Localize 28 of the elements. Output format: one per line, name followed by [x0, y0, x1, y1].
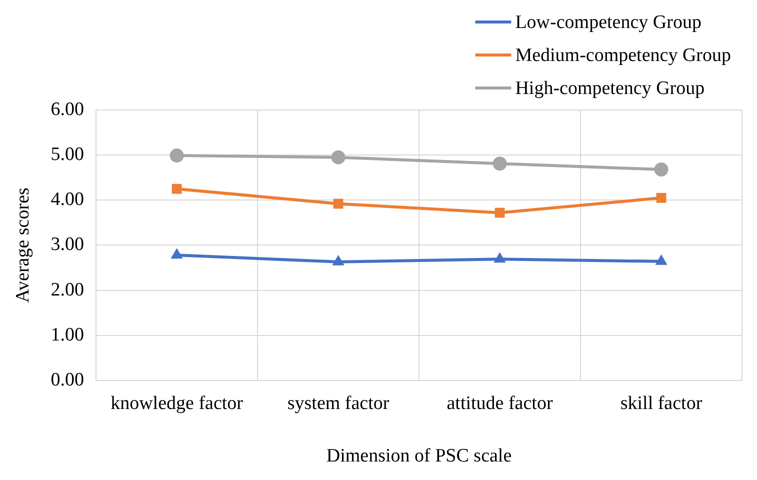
point: [170, 148, 184, 163]
x-axis-title: Dimension of PSC scale: [326, 446, 512, 467]
point: [333, 198, 344, 209]
point: [656, 192, 666, 203]
point: [655, 254, 668, 265]
legend-label: Low-competency Group: [515, 12, 702, 33]
y-axis-title: Average scores: [12, 188, 34, 303]
legend-label: Medium-competency Group: [515, 44, 732, 66]
point: [654, 162, 668, 176]
x-tick-label: system factor: [287, 392, 390, 414]
y-tick-label: 0.00: [50, 369, 84, 390]
y-tick-label: 3.00: [50, 234, 84, 256]
y-tick-label: 6.00: [50, 98, 84, 120]
y-tick-label: 2.00: [50, 279, 84, 300]
y-tick-label: 4.00: [50, 189, 84, 210]
point: [494, 252, 506, 263]
x-tick-label: skill factor: [620, 392, 703, 414]
point: [172, 184, 182, 194]
point: [492, 156, 507, 171]
legend-label: High-competency Group: [515, 78, 705, 99]
point: [494, 208, 505, 218]
point: [170, 248, 183, 259]
point: [331, 150, 346, 164]
x-tick-label: knowledge factor: [110, 392, 244, 414]
y-tick-label: 1.00: [50, 324, 84, 346]
x-tick-label: attitude factor: [446, 392, 554, 414]
point: [332, 254, 344, 266]
y-tick-label: 5.00: [50, 144, 84, 166]
